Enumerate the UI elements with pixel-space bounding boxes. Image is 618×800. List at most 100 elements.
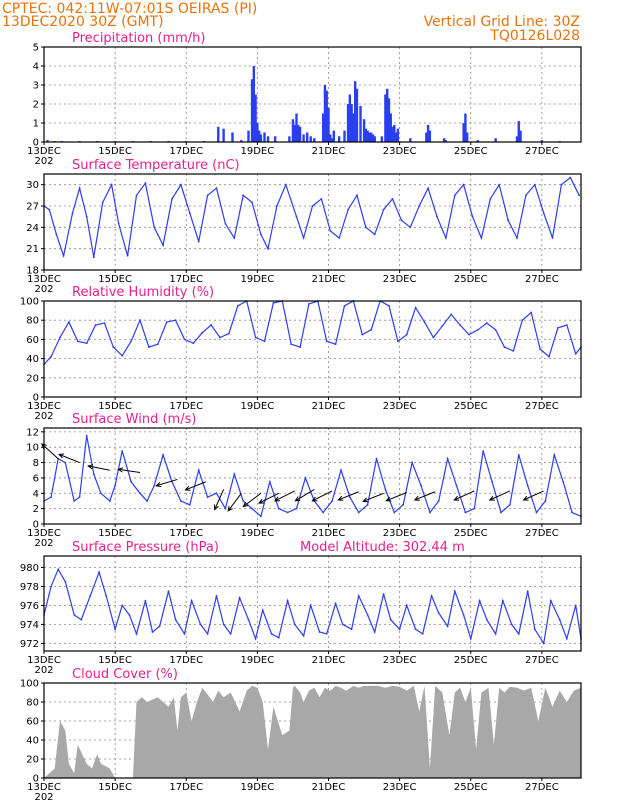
relative-humidity-point [432,336,435,339]
y-tick-label: 974 [20,620,39,631]
surface-temperature-point [276,205,278,207]
surface-wind-title: Surface Wind (m/s) [72,412,196,427]
precip-bar [337,136,341,142]
header-date: 13DEC2020 30Z (GMT) [2,14,164,30]
relative-humidity-point [299,346,301,348]
surface-temperature-point [364,226,367,229]
relative-humidity-point [68,321,70,323]
surface-pressure-point [469,637,472,640]
x-tick-label: 19DEC [241,401,275,412]
surface-wind-point [78,496,81,498]
y-tick-label: 8 [33,458,39,469]
surface-pressure-point [501,599,504,602]
precip-bar [309,136,312,142]
cloud-cover-area [44,685,581,778]
surface-temperature-point [507,219,509,222]
surface-wind-point [215,492,218,495]
x-tick-label: 13DEC [27,782,61,793]
relative-humidity-point [210,324,213,326]
surface-pressure-point [350,628,353,631]
surface-wind-point [437,500,440,502]
surface-temperature-point [144,182,147,185]
precip-bar [368,132,371,142]
surface-temperature-point [338,237,341,239]
x-tick-label: 17DEC [169,655,203,666]
surface-pressure-point [190,599,193,602]
precip-bar [380,136,384,142]
surface-temperature-point [462,183,465,186]
surface-temperature-point [206,194,209,197]
surface-temperature-point [436,215,438,218]
header-model: TQ0126L028 [489,28,580,44]
relative-humidity-point [174,319,177,322]
relative-humidity-point [414,306,417,309]
y-tick-label: 976 [20,601,39,612]
precip-bar [426,124,430,142]
surface-wind-point [375,457,378,460]
surface-wind-point [100,492,102,495]
surface-wind-point [348,496,351,498]
precip-bar [476,140,480,142]
precipitation-title: Precipitation (mm/h) [72,31,205,46]
wind-arrow [338,491,359,501]
wind-arrow [386,492,407,502]
surface-temperature-point [400,219,403,222]
relative-humidity-point [263,340,266,343]
precip-bar [391,126,394,142]
wind-arrow [156,478,178,487]
precip-bar [389,113,392,142]
precip-bar [409,138,412,142]
relative-humidity-line [43,300,582,365]
x-tick-label: 23DEC [383,782,417,793]
surface-temperature-point [153,226,156,229]
surface-pressure-point [565,637,568,640]
surface-pressure-point [533,628,536,631]
y-tick-label: 24 [26,223,39,234]
wind-arrow [243,492,262,507]
precip-bar [364,128,368,142]
x-year-fragment: 202 [34,156,53,167]
surface-pressure-point [151,631,154,633]
relative-humidity-point [201,331,204,334]
x-tick-label: 23DEC [383,528,417,539]
wind-arrow-head [258,498,265,504]
surface-temperature-point [197,240,200,243]
surface-temperature-panel: 18 21 24 27 30 13DEC 15DEC 17DEC 19DEC 21DEC 23DEC… [26,158,582,295]
relative-humidity-point [503,346,506,348]
precip-bar [325,90,328,142]
surface-wind-point [114,484,116,487]
surface-temperature-point [533,183,536,186]
wind-arrow-head [362,497,369,503]
surface-wind-point [73,500,76,502]
precip-bar [295,113,298,142]
surface-wind-point [188,503,191,506]
wind-arrow-head [311,496,318,502]
x-tick-label: 21DEC [312,782,346,793]
surface-wind-point [92,473,95,475]
relative-humidity-point [308,303,310,305]
surface-wind-point [571,511,573,514]
y-tick-label: 4 [33,489,39,500]
x-tick-label: 25DEC [454,146,488,157]
relative-humidity-point [272,302,275,304]
surface-wind-point [402,503,405,506]
wind-arrow-head [41,443,47,449]
surface-temperature-point [480,237,483,239]
x-tick-label: 19DEC [241,146,275,157]
precip-bar [298,126,302,142]
surface-wind-frame [43,427,582,525]
surface-pressure-point [357,595,360,597]
relative-humidity-point [228,332,230,335]
surface-wind-point [526,484,529,487]
surface-pressure-point [574,604,577,607]
surface-pressure-point [341,623,344,626]
precip-bar [362,119,366,142]
precip-bar [444,140,448,142]
precip-bar [266,136,270,142]
wind-arrow-head [117,467,124,473]
surface-wind-point [553,454,556,456]
y-tick-label: 30 [26,180,39,191]
precip-bar [366,130,369,142]
relative-humidity-point [139,319,141,322]
surface-temperature-point [162,244,165,247]
